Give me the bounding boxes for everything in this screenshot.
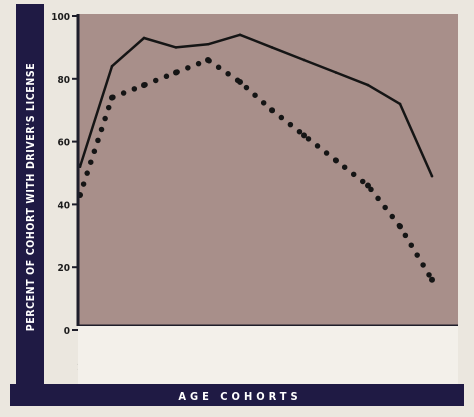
dotted-point-55-59 <box>333 157 339 164</box>
solid-point-20-24 <box>110 64 114 68</box>
dotted-point-60-64 <box>365 182 371 189</box>
dotted-point-30-34 <box>173 69 179 76</box>
x-axis-band <box>10 384 464 406</box>
y-tick-label: 100 <box>51 12 70 23</box>
series-dotted-line <box>77 56 435 283</box>
solid-point-65-69 <box>398 102 402 106</box>
plot-area <box>78 14 458 326</box>
dotted-point-65-69 <box>397 223 403 230</box>
solid-point-50-54 <box>302 58 306 62</box>
solid-point-45-49 <box>270 46 274 49</box>
solid-point-40-44 <box>238 33 242 37</box>
x-axis-title: AGE COHORTS <box>178 390 301 403</box>
dotted-point-50-54 <box>301 132 307 139</box>
y-tick-label: 0 <box>64 326 70 337</box>
dotted-point-45-49 <box>269 107 275 114</box>
y-tick-label: 80 <box>57 75 70 86</box>
x-label-strip <box>78 326 458 384</box>
y-axis-band <box>16 4 44 384</box>
series-layer <box>77 33 435 283</box>
dotted-point-35-39 <box>205 56 211 63</box>
solid-point-30-34 <box>174 46 178 49</box>
dotted-point-25-29 <box>141 82 147 89</box>
y-tick-label: 40 <box>57 200 70 211</box>
solid-point-35-39 <box>206 42 210 46</box>
solid-point-<70 <box>430 174 434 178</box>
solid-point-25-29 <box>142 36 146 40</box>
y-tick-label: 60 <box>57 138 70 149</box>
solid-point-55-59 <box>334 71 338 74</box>
dotted-point-40-44 <box>237 78 243 85</box>
dotted-point-20-24 <box>109 94 115 101</box>
y-axis-title: PERCENT OF COHORT WITH DRIVER'S LICENSE <box>25 63 37 332</box>
y-tick-label: 20 <box>57 263 70 274</box>
solid-point-60-64 <box>366 83 370 87</box>
series-solid-line <box>78 33 434 177</box>
dotted-point-<70 <box>429 276 435 283</box>
